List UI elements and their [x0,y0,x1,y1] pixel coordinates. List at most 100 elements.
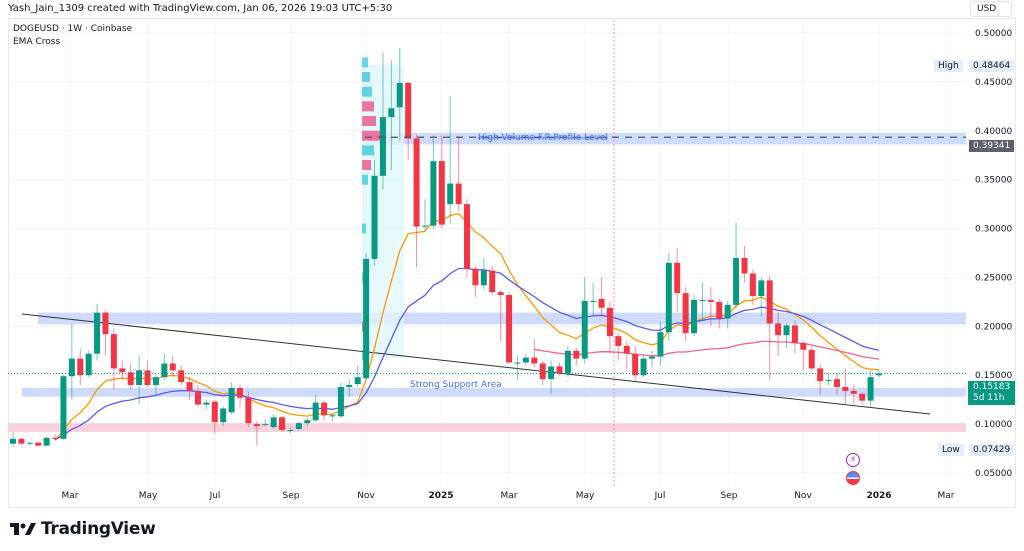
candle[interactable] [472,268,479,286]
candle[interactable] [396,82,403,108]
candle[interactable] [94,312,101,354]
candle[interactable] [228,387,235,413]
ema-long-line[interactable] [534,340,880,360]
candle[interactable] [127,372,134,386]
candle[interactable] [632,353,639,376]
candle[interactable] [119,368,126,373]
candle[interactable] [253,424,260,427]
zone-band[interactable] [8,423,966,432]
candle[interactable] [724,304,731,319]
candle[interactable] [220,408,227,423]
candle[interactable] [312,402,319,421]
candle[interactable] [295,423,302,430]
candle[interactable] [480,270,487,286]
candle[interactable] [539,363,546,380]
candle[interactable] [791,325,798,343]
candle[interactable] [279,417,286,430]
candle[interactable] [573,350,580,359]
candle[interactable] [825,380,832,382]
candle[interactable] [110,334,117,369]
candle[interactable] [691,299,698,334]
candle[interactable] [371,175,378,259]
candle[interactable] [438,161,445,225]
candle[interactable] [842,386,849,391]
candle[interactable] [674,262,681,294]
candle[interactable] [237,387,244,398]
candle[interactable] [144,370,151,386]
candle[interactable] [531,357,538,364]
candle[interactable] [775,323,782,336]
candle[interactable] [808,349,815,369]
zone-band[interactable] [362,132,966,145]
candle[interactable] [514,362,521,364]
candle[interactable] [102,312,109,335]
us-flag-event-icon[interactable] [846,471,860,485]
candle[interactable] [548,366,555,380]
candle[interactable] [68,358,75,377]
candle[interactable] [211,401,218,423]
candle[interactable] [287,429,294,431]
candle[interactable] [35,442,42,446]
candle[interactable] [817,368,824,382]
currency-button[interactable]: USD [970,1,1012,17]
candle[interactable] [682,293,689,334]
candle[interactable] [606,307,613,337]
candle[interactable] [665,262,672,333]
candle[interactable] [716,301,723,319]
candle[interactable] [388,108,395,118]
candle[interactable] [733,257,740,305]
candle[interactable] [379,117,386,176]
candle[interactable] [262,424,269,426]
candle[interactable] [203,402,210,405]
zone-band[interactable] [22,387,966,397]
candle[interactable] [699,299,706,301]
candle[interactable] [430,161,437,226]
candle[interactable] [850,390,857,394]
candle[interactable] [18,438,25,444]
candle[interactable] [77,358,84,376]
candle[interactable] [749,273,756,297]
candle[interactable] [329,415,336,417]
candle[interactable] [245,397,252,424]
candle[interactable] [413,138,420,227]
candle[interactable] [321,402,328,416]
candle[interactable] [337,386,344,417]
candle[interactable] [304,420,311,424]
zone-band[interactable] [38,312,966,325]
candle[interactable] [421,225,428,227]
candle[interactable] [455,183,462,205]
candle[interactable] [10,438,16,444]
candle[interactable] [354,377,361,385]
candle[interactable] [60,376,67,439]
candle[interactable] [556,366,563,374]
candle[interactable] [581,300,588,359]
candle[interactable] [43,437,50,446]
candle[interactable] [876,373,882,376]
candle[interactable] [169,363,176,371]
candle[interactable] [152,377,159,386]
candle[interactable] [346,385,353,387]
candle[interactable] [564,350,571,374]
candle[interactable] [136,370,143,386]
candle[interactable] [741,257,748,274]
candle[interactable] [186,382,193,391]
candle[interactable] [497,292,504,296]
candle[interactable] [161,363,168,378]
candle[interactable] [783,325,790,336]
candle[interactable] [85,353,92,376]
candle[interactable] [598,298,605,308]
candle[interactable] [766,280,773,324]
candle[interactable] [657,332,664,357]
candle[interactable] [833,379,840,387]
candle[interactable] [522,357,529,363]
candle[interactable] [623,345,630,354]
candle[interactable] [867,377,874,401]
candle[interactable] [758,280,765,297]
candle[interactable] [405,82,412,139]
candle[interactable] [26,442,33,444]
candle[interactable] [489,270,496,293]
lightning-event-icon[interactable]: ⚡ [846,453,860,467]
symbol-info[interactable]: DOGEUSD · 1W · Coinbase [13,24,133,34]
candle[interactable] [178,370,185,383]
